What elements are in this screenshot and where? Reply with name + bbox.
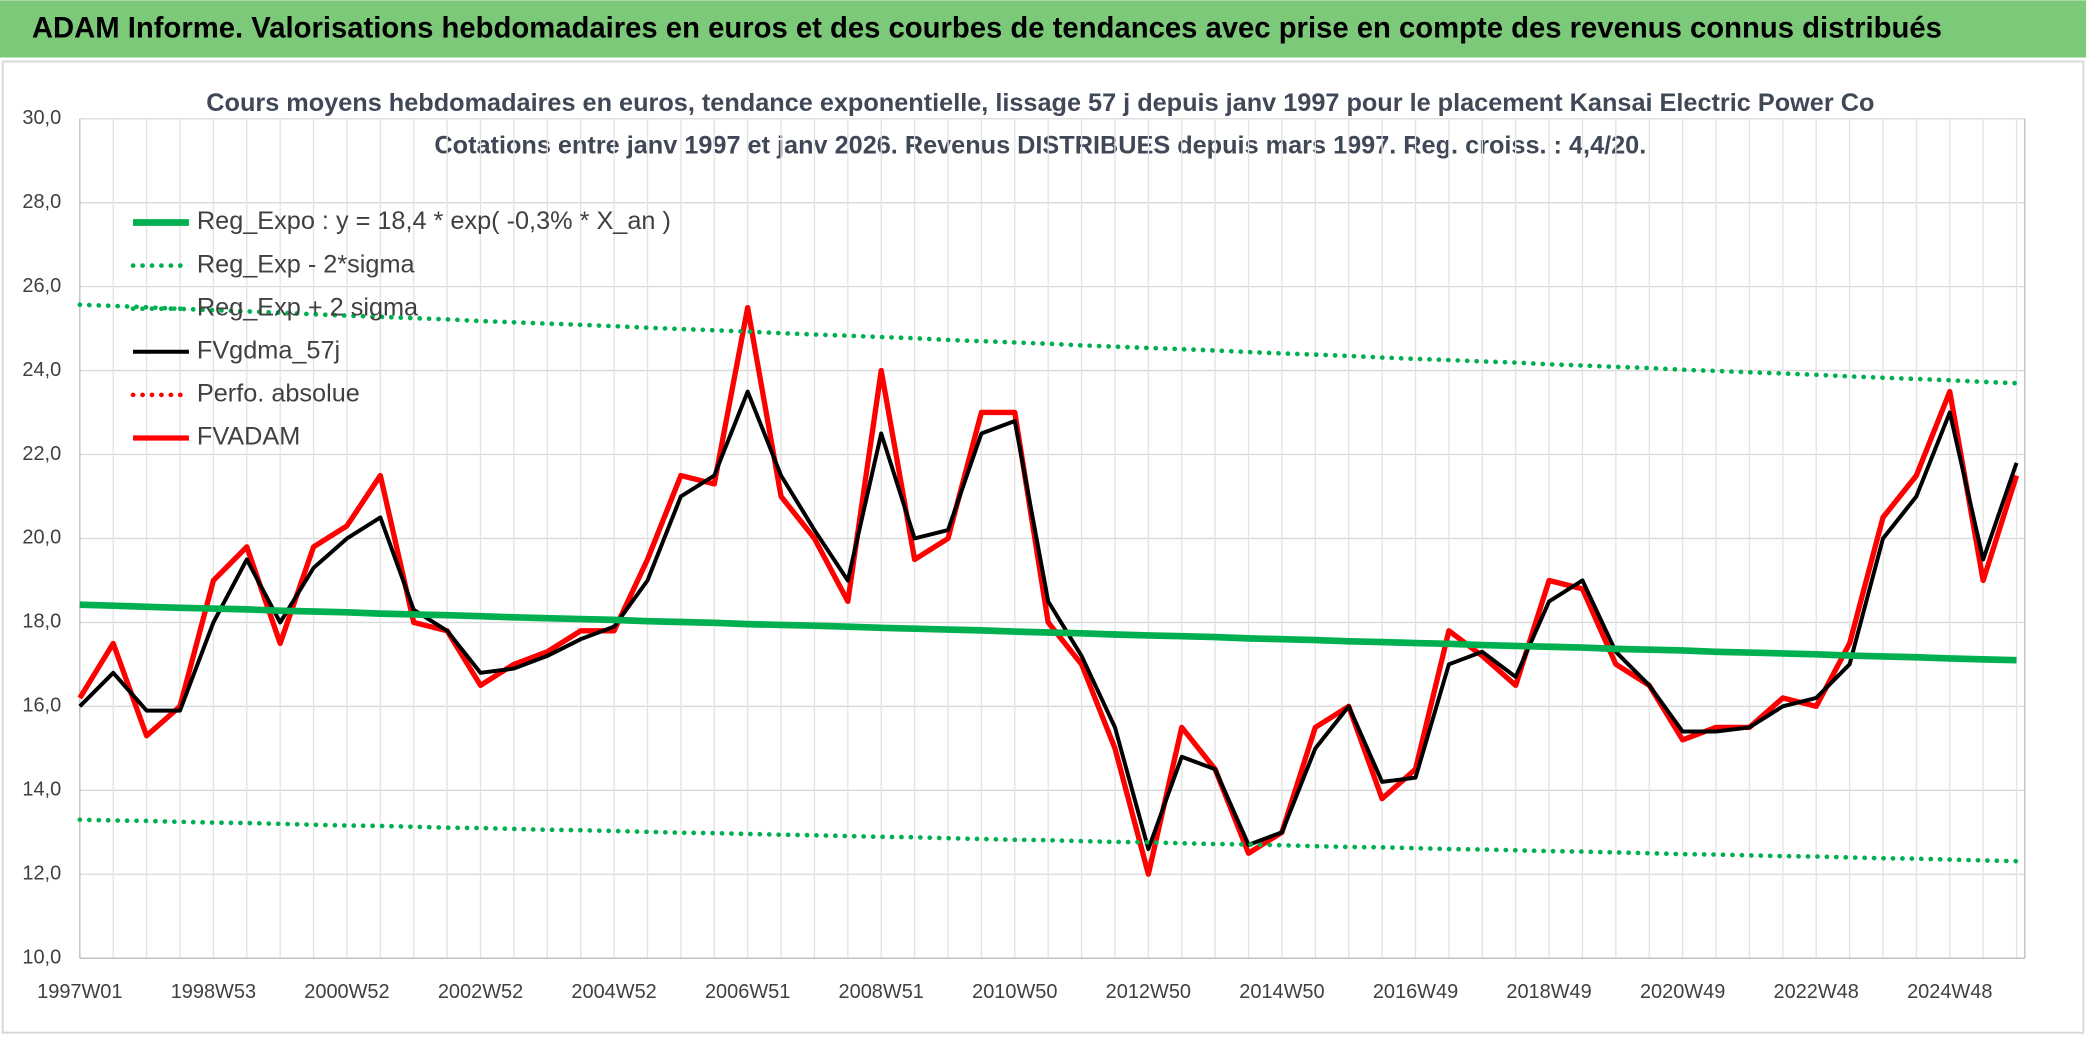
legend-label: Reg_Expo : y = 18,4 * exp( -0,3% * X_an … [197,207,671,235]
header-bar [0,0,2086,58]
header-title: ADAM Informe. Valorisations hebdomadaire… [32,12,1942,44]
x-tick-label: 2012W50 [1106,981,1191,1003]
legend-label: Reg_Exp - 2*sigma [197,250,416,278]
x-tick-label: 2016W49 [1373,981,1458,1003]
x-tick-label: 2010W50 [972,981,1057,1003]
x-tick-label: 2002W52 [438,981,523,1003]
series-line [79,601,2017,664]
x-tick-label: 2006W51 [705,981,790,1003]
legend: Reg_Expo : y = 18,4 * exp( -0,3% * X_an … [130,207,671,451]
x-tick-label: 2024W48 [1907,981,1992,1003]
x-tick-label: 2018W49 [1506,981,1591,1003]
x-tick-label: 1997W01 [37,981,122,1003]
y-tick-label: 24,0 [22,359,61,381]
legend-label: Perfo. absolue [197,380,360,408]
x-tick-label: 1998W53 [171,981,256,1003]
chart-title: Cours moyens hebdomadaires en euros, ten… [206,89,1874,117]
x-tick-label: 2008W51 [839,981,924,1003]
plot [77,302,2020,877]
y-tick-label: 16,0 [22,695,61,717]
legend-label: FVADAM [197,423,300,451]
y-tick-label: 10,0 [22,946,61,968]
x-tick-label: 2022W48 [1774,981,1859,1003]
y-tick-label: 22,0 [22,443,61,465]
x-tick-label: 2004W52 [571,981,656,1003]
y-tick-label: 14,0 [22,779,61,801]
legend-label: Reg_Exp + 2 sigma [197,293,419,321]
grid: 10,0 12,0 14,0 16,0 18,0 20,0 22,0 24,0 26,0 28,0… [22,107,2026,1003]
chart-frame [1,60,2085,1034]
x-tick-label: 2000W52 [304,981,389,1003]
y-tick-label: 18,0 [22,611,61,633]
y-tick-label: 26,0 [22,275,61,297]
x-tick-label: 2020W49 [1640,981,1725,1003]
series-line [77,817,2019,864]
x-tick-label: 2014W50 [1239,981,1324,1003]
series-line [78,389,2019,852]
chart-subtitle: Cotations entre janv 1997 et janv 2026. … [434,131,1646,159]
series-line [77,302,2019,386]
y-tick-label: 28,0 [22,191,61,213]
y-tick-label: 20,0 [22,527,61,549]
y-tick-label: 30,0 [22,107,61,129]
y-tick-label: 12,0 [22,863,61,885]
legend-label: FVgdma_57j [197,336,340,364]
